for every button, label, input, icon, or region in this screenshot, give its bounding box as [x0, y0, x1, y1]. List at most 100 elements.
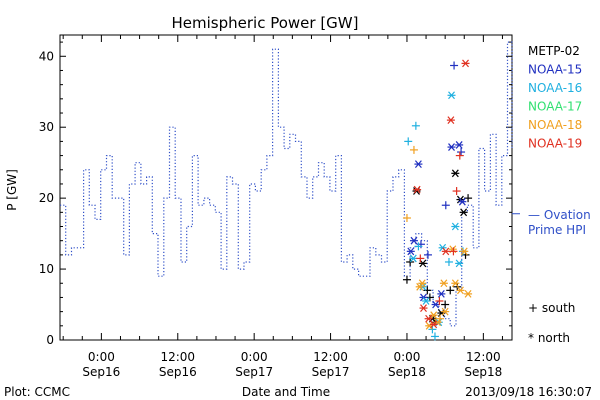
x-tick-date-label: Sep18: [388, 365, 426, 379]
y-tick-label: 30: [39, 120, 54, 134]
south-point-marker: [464, 194, 473, 203]
south-point-marker: [452, 187, 461, 196]
legend-entry: NOAA-19: [528, 137, 582, 151]
south-point-marker: [409, 145, 418, 154]
satellite-points: [402, 59, 473, 341]
south-point-marker: [430, 332, 439, 341]
legend-entry: METP-02: [528, 44, 580, 58]
south-point-marker: [457, 148, 466, 157]
x-tick-time-label: 0:00: [88, 350, 115, 364]
north-point-marker: [439, 279, 448, 288]
marker-stroke: [441, 307, 449, 316]
x-axis-ticks: 0:00Sep1612:00Sep160:00Sep1712:00Sep170:…: [62, 35, 503, 379]
marker-stroke: [439, 243, 447, 252]
south-point-marker: [416, 254, 425, 263]
x-tick-date-label: Sep17: [312, 365, 350, 379]
ovation-legend-line2: Prime HPI: [528, 223, 586, 237]
satellite-legend: METP-02 NOAA-15 NOAA-16 NOAA-17 NOAA-18 NOAA-…: [528, 44, 582, 345]
south-point-marker: [414, 242, 423, 251]
marker-stroke: [448, 91, 455, 100]
series-noaa-19: [413, 59, 470, 329]
marker-stroke: [460, 247, 468, 256]
marker-stroke: [437, 290, 445, 298]
south-point-marker: [435, 296, 444, 305]
marker-stroke: [418, 279, 426, 288]
marker-stroke: [420, 304, 427, 312]
legend-entry: NOAA-16: [528, 81, 582, 95]
north-point-marker: [406, 247, 415, 256]
hemisphere-legend-entry: + south: [528, 301, 575, 315]
y-tick-label: 10: [39, 262, 54, 276]
x-tick-time-label: 12:00: [160, 350, 195, 364]
y-tick-label: 0: [46, 333, 54, 347]
south-point-marker: [449, 247, 458, 256]
marker-stroke: [455, 259, 463, 268]
legend-entry: NOAA-17: [528, 100, 582, 114]
marker-stroke: [451, 279, 459, 288]
x-tick-date-label: Sep18: [464, 365, 502, 379]
y-tick-label: 40: [39, 49, 54, 63]
south-point-marker: [423, 250, 432, 259]
marker-stroke: [425, 314, 433, 323]
north-point-marker: [451, 279, 460, 288]
south-point-marker: [423, 286, 432, 295]
footer-timestamp: 2013/09/18 16:30:07: [465, 385, 592, 399]
north-point-marker: [464, 290, 473, 298]
north-point-marker: [455, 141, 464, 149]
marker-stroke: [407, 247, 415, 256]
south-point-marker: [444, 257, 453, 266]
north-point-marker: [413, 185, 422, 194]
south-point-marker: [402, 214, 411, 222]
marker-stroke: [413, 185, 421, 194]
north-point-marker: [409, 254, 418, 263]
plot-frame: [59, 34, 513, 341]
hemisphere-legend-entry: * north: [528, 331, 570, 345]
marker-stroke: [460, 208, 468, 217]
marker-stroke: [458, 197, 466, 206]
north-point-marker: [441, 307, 450, 316]
north-point-marker: [419, 304, 428, 312]
marker-stroke: [414, 160, 422, 168]
series-noaa-15: [406, 61, 467, 309]
marker-stroke: [409, 254, 417, 263]
legend-entry: NOAA-15: [528, 63, 582, 77]
marker-stroke: [422, 297, 430, 305]
marker-stroke: [437, 309, 445, 317]
marker-stroke: [425, 321, 433, 330]
marker-stroke: [430, 320, 438, 329]
series-noaa-16: [404, 91, 467, 341]
north-point-marker: [446, 116, 455, 125]
ovation-legend-line1: — Ovation: [528, 208, 591, 222]
north-point-marker: [418, 279, 427, 288]
north-point-marker: [441, 247, 450, 256]
marker-stroke: [451, 169, 459, 178]
marker-stroke: [455, 141, 463, 149]
footer-credit: Plot: CCMC: [4, 385, 70, 399]
series-noaa-18: [402, 145, 473, 330]
x-tick-date-label: Sep16: [82, 365, 120, 379]
x-tick-time-label: 0:00: [393, 350, 420, 364]
legend-entry: NOAA-18: [528, 118, 582, 132]
x-axis-label: Date and Time: [242, 385, 330, 399]
north-point-marker: [456, 286, 465, 295]
x-tick-time-label: 12:00: [313, 350, 348, 364]
north-point-marker: [414, 160, 423, 168]
chart-title: Hemispheric Power [GW]: [172, 14, 359, 32]
south-point-marker: [406, 257, 415, 266]
marker-stroke: [447, 116, 455, 125]
x-tick-date-label: Sep16: [159, 365, 197, 379]
south-point-marker: [404, 137, 413, 146]
south-point-marker: [441, 300, 450, 309]
marker-stroke: [448, 143, 455, 151]
south-point-marker: [436, 314, 445, 323]
south-point-marker: [455, 151, 464, 160]
south-point-marker: [441, 201, 450, 210]
marker-stroke: [462, 59, 469, 68]
marker-stroke: [419, 259, 427, 268]
ovation-step-line: [60, 41, 513, 327]
south-point-marker: [402, 275, 411, 284]
north-point-marker: [447, 91, 456, 100]
y-tick-label: 20: [39, 191, 54, 205]
